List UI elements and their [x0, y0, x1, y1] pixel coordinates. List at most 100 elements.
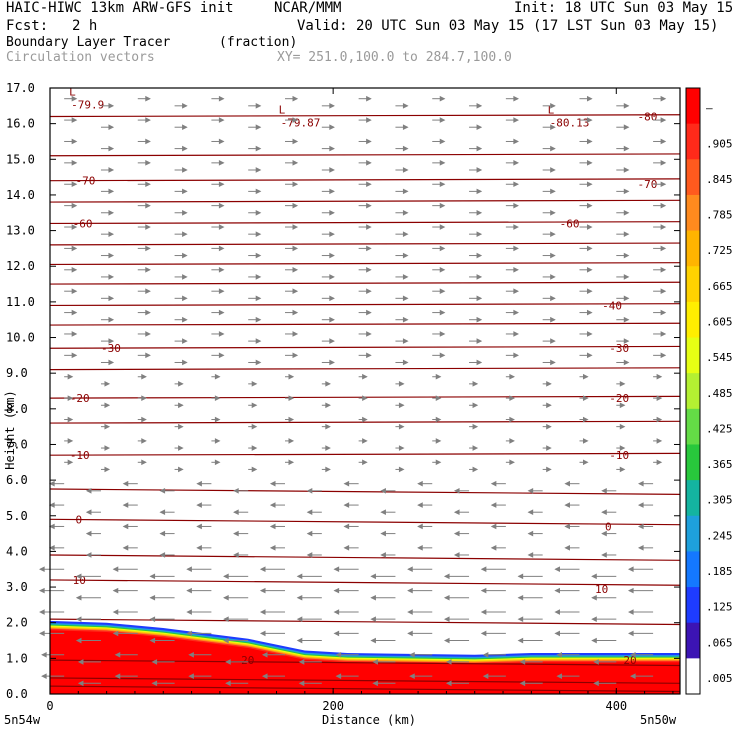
wind-vector-head	[333, 566, 340, 573]
wind-vector-head	[329, 231, 335, 237]
wind-vector-head	[407, 609, 413, 615]
wind-vector-head	[527, 552, 534, 558]
wind-vector-head	[296, 637, 303, 644]
wind-vector-head	[306, 509, 313, 516]
wind-vector-head	[582, 395, 589, 401]
wind-vector-head	[329, 167, 335, 173]
wind-vector-head	[402, 145, 409, 152]
wind-vector-head	[269, 480, 276, 487]
wind-vector-head	[214, 395, 221, 401]
temperature-contour-6	[49, 518, 681, 526]
wind-vector-head	[259, 566, 266, 573]
wind-vector-head	[112, 566, 119, 573]
wind-vector-head	[550, 274, 556, 280]
x-axis-label: Distance (km)	[322, 713, 416, 727]
wind-vector-head	[402, 252, 409, 259]
wind-vector-head	[380, 488, 386, 494]
wind-vector-head	[443, 616, 450, 622]
wind-vector-head	[591, 637, 597, 644]
temperature-contour-22	[49, 114, 681, 118]
wind-vector-head	[476, 145, 483, 152]
wind-vector-head	[233, 552, 239, 558]
wind-vector-head	[149, 594, 156, 601]
wind-vector-head	[71, 160, 78, 166]
wind-vector-head	[325, 423, 331, 430]
y-tick-label: 14.0	[6, 188, 35, 202]
wind-vector-head	[343, 480, 350, 487]
x-end-label-left: 5n54w	[4, 713, 41, 727]
wind-vector-head	[513, 331, 519, 337]
wind-vector-head	[196, 502, 202, 508]
wind-vector-head	[656, 416, 663, 423]
wind-vector-head	[343, 523, 350, 530]
wind-vector-head	[586, 352, 593, 359]
wind-vector-head	[259, 587, 266, 594]
wind-vector-head	[619, 445, 626, 451]
wind-vector-head	[619, 402, 626, 409]
wind-vector-head	[402, 231, 409, 237]
wind-vector-head	[407, 566, 413, 573]
temperature-contour-4	[49, 579, 681, 586]
wind-vector-head	[472, 466, 479, 473]
wind-vector-head	[476, 338, 483, 344]
contour-label: -80	[638, 111, 658, 124]
wind-vector-head	[75, 573, 82, 580]
wind-vector-head	[182, 316, 188, 323]
wind-vector-head	[186, 609, 192, 615]
wind-vector-head	[439, 181, 446, 188]
wind-vector-head	[623, 295, 630, 302]
wind-vector-head	[329, 359, 335, 366]
wind-vector-head	[439, 309, 446, 316]
wind-vector-head	[476, 359, 483, 366]
wind-vector-head	[214, 416, 221, 423]
wind-vector-head	[623, 167, 630, 173]
wind-vector-head	[108, 252, 115, 259]
wind-vector-head	[445, 659, 452, 665]
wind-vector-head	[593, 680, 599, 687]
wind-vector-head	[660, 202, 667, 209]
temperature-contour-13	[49, 322, 681, 326]
contour-label: 10	[595, 583, 608, 596]
wind-vector-head	[329, 252, 335, 259]
wind-vector-head	[122, 545, 129, 551]
wind-vector-head	[186, 630, 192, 637]
wind-vector-head	[39, 609, 45, 615]
y-tick-label: 9.0	[6, 366, 28, 380]
wind-vector-head	[108, 167, 115, 173]
wind-vector-head	[637, 480, 644, 487]
wind-vector-head	[370, 616, 376, 622]
wind-vector-head	[366, 138, 372, 145]
wind-vector-head	[71, 352, 78, 359]
wind-vector-head	[586, 331, 593, 337]
wind-vector-head	[292, 138, 299, 145]
wind-vector-head	[218, 352, 225, 359]
contour-label: -10	[609, 449, 629, 462]
wind-vector-head	[288, 416, 295, 423]
wind-vector-head	[490, 502, 497, 508]
wind-vector-head	[660, 95, 667, 102]
wind-vector-head	[145, 181, 151, 188]
wind-vector-head	[517, 594, 524, 601]
wind-vector-head	[292, 266, 299, 273]
wind-vector-head	[71, 117, 78, 123]
wind-vector-head	[108, 188, 115, 195]
wind-vector-head	[77, 680, 84, 687]
wind-vector-head	[218, 202, 225, 209]
y-tick-label: 10.0	[6, 331, 35, 345]
wind-vector-head	[660, 160, 667, 166]
x-tick-label: 200	[322, 699, 344, 713]
wind-vector-head	[145, 117, 151, 123]
wind-vector-head	[409, 651, 415, 658]
contour-label: -10	[70, 449, 90, 462]
contour-label: 20	[241, 654, 254, 667]
y-tick-label: 7.0	[6, 437, 28, 451]
wind-vector-head	[255, 252, 262, 259]
wind-vector-head	[550, 209, 556, 216]
wind-vector-head	[233, 530, 239, 537]
wind-vector-head	[104, 381, 111, 387]
wind-vector-head	[292, 202, 299, 209]
wind-vector-head	[660, 266, 667, 273]
wind-vector-head	[366, 288, 372, 294]
wind-vector-head	[104, 445, 111, 451]
wind-vector-head	[292, 331, 299, 337]
